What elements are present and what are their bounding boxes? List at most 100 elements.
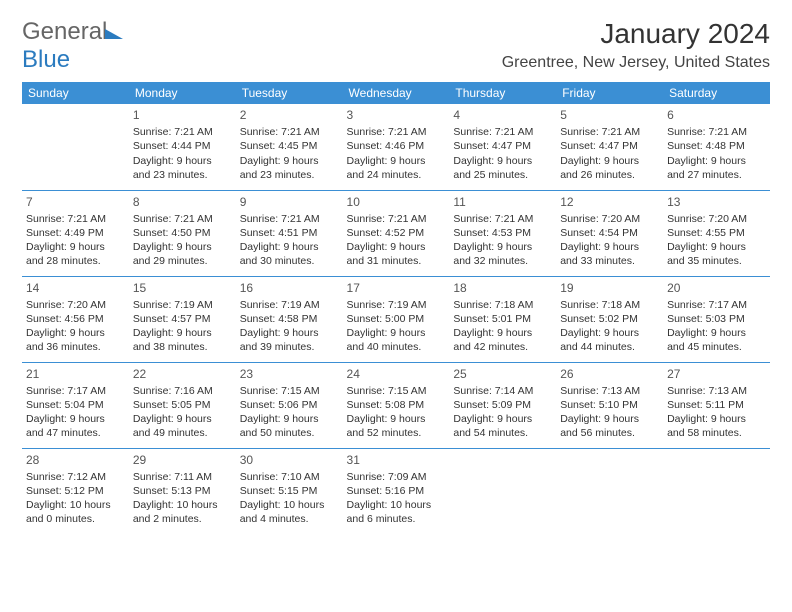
day-info: Sunrise: 7:10 AMSunset: 5:15 PMDaylight:… xyxy=(240,470,339,527)
day-info: Sunrise: 7:21 AMSunset: 4:52 PMDaylight:… xyxy=(347,212,446,269)
day-info: Sunrise: 7:18 AMSunset: 5:01 PMDaylight:… xyxy=(453,298,552,355)
calendar-row: 1Sunrise: 7:21 AMSunset: 4:44 PMDaylight… xyxy=(22,104,770,190)
day-number: 3 xyxy=(347,107,446,123)
calendar-cell xyxy=(22,104,129,190)
day-info: Sunrise: 7:12 AMSunset: 5:12 PMDaylight:… xyxy=(26,470,125,527)
day-number: 18 xyxy=(453,280,552,296)
calendar-cell: 16Sunrise: 7:19 AMSunset: 4:58 PMDayligh… xyxy=(236,276,343,362)
day-number: 1 xyxy=(133,107,232,123)
day-info: Sunrise: 7:19 AMSunset: 4:58 PMDaylight:… xyxy=(240,298,339,355)
day-number: 31 xyxy=(347,452,446,468)
day-info: Sunrise: 7:21 AMSunset: 4:46 PMDaylight:… xyxy=(347,125,446,182)
day-number: 29 xyxy=(133,452,232,468)
day-info: Sunrise: 7:15 AMSunset: 5:06 PMDaylight:… xyxy=(240,384,339,441)
day-info: Sunrise: 7:21 AMSunset: 4:47 PMDaylight:… xyxy=(560,125,659,182)
day-info: Sunrise: 7:15 AMSunset: 5:08 PMDaylight:… xyxy=(347,384,446,441)
day-number: 20 xyxy=(667,280,766,296)
day-info: Sunrise: 7:21 AMSunset: 4:45 PMDaylight:… xyxy=(240,125,339,182)
day-info: Sunrise: 7:19 AMSunset: 5:00 PMDaylight:… xyxy=(347,298,446,355)
day-number: 23 xyxy=(240,366,339,382)
day-number: 7 xyxy=(26,194,125,210)
month-title: January 2024 xyxy=(502,18,770,50)
day-info: Sunrise: 7:21 AMSunset: 4:48 PMDaylight:… xyxy=(667,125,766,182)
calendar-cell: 4Sunrise: 7:21 AMSunset: 4:47 PMDaylight… xyxy=(449,104,556,190)
calendar-cell: 27Sunrise: 7:13 AMSunset: 5:11 PMDayligh… xyxy=(663,362,770,448)
calendar-cell: 25 Sunrise: 7:14 AMSunset: 5:09 PMDayligh… xyxy=(449,362,556,448)
calendar-cell: 11 Sunrise: 7:21 AMSunset: 4:53 PMDayligh… xyxy=(449,190,556,276)
day-number: 12 xyxy=(560,194,659,210)
calendar-cell: 10 Sunrise: 7:21 AMSunset: 4:52 PMDayligh… xyxy=(343,190,450,276)
day-info: Sunrise: 7:20 AMSunset: 4:54 PMDaylight:… xyxy=(560,212,659,269)
calendar-cell: 18 Sunrise: 7:18 AMSunset: 5:01 PMDayligh… xyxy=(449,276,556,362)
day-number: 15 xyxy=(133,280,232,296)
day-number: 8 xyxy=(133,194,232,210)
calendar-cell: 15 Sunrise: 7:19 AMSunset: 4:57 PMDayligh… xyxy=(129,276,236,362)
weekday-header: Wednesday xyxy=(343,82,450,104)
calendar-cell: 5 Sunrise: 7:21 AMSunset: 4:47 PMDaylight… xyxy=(556,104,663,190)
day-info: Sunrise: 7:17 AMSunset: 5:03 PMDaylight:… xyxy=(667,298,766,355)
day-info: Sunrise: 7:14 AMSunset: 5:09 PMDaylight:… xyxy=(453,384,552,441)
calendar-cell: 1Sunrise: 7:21 AMSunset: 4:44 PMDaylight… xyxy=(129,104,236,190)
day-info: Sunrise: 7:19 AMSunset: 4:57 PMDaylight:… xyxy=(133,298,232,355)
day-number: 30 xyxy=(240,452,339,468)
day-info: Sunrise: 7:11 AMSunset: 5:13 PMDaylight:… xyxy=(133,470,232,527)
logo-word-general: General xyxy=(22,18,107,45)
weekday-header: Saturday xyxy=(663,82,770,104)
day-number: 28 xyxy=(26,452,125,468)
day-info: Sunrise: 7:18 AMSunset: 5:02 PMDaylight:… xyxy=(560,298,659,355)
calendar-cell: 23 Sunrise: 7:15 AMSunset: 5:06 PMDayligh… xyxy=(236,362,343,448)
logo: General Blue xyxy=(22,18,123,74)
calendar-cell: 22Sunrise: 7:16 AMSunset: 5:05 PMDayligh… xyxy=(129,362,236,448)
location: Greentree, New Jersey, United States xyxy=(502,54,770,72)
day-info: Sunrise: 7:21 AMSunset: 4:51 PMDaylight:… xyxy=(240,212,339,269)
calendar-cell: 2Sunrise: 7:21 AMSunset: 4:45 PMDaylight… xyxy=(236,104,343,190)
logo-word-blue: Blue xyxy=(22,46,70,73)
day-number: 26 xyxy=(560,366,659,382)
day-number: 14 xyxy=(26,280,125,296)
day-info: Sunrise: 7:20 AMSunset: 4:55 PMDaylight:… xyxy=(667,212,766,269)
day-info: Sunrise: 7:21 AMSunset: 4:53 PMDaylight:… xyxy=(453,212,552,269)
calendar-cell xyxy=(449,448,556,534)
calendar-cell xyxy=(556,448,663,534)
day-info: Sunrise: 7:20 AMSunset: 4:56 PMDaylight:… xyxy=(26,298,125,355)
title-block: January 2024 Greentree, New Jersey, Unit… xyxy=(502,18,770,72)
calendar-cell: 12 Sunrise: 7:20 AMSunset: 4:54 PMDayligh… xyxy=(556,190,663,276)
day-number: 10 xyxy=(347,194,446,210)
calendar-row: 28 Sunrise: 7:12 AMSunset: 5:12 PMDayligh… xyxy=(22,448,770,534)
calendar-cell xyxy=(663,448,770,534)
day-info: Sunrise: 7:21 AMSunset: 4:49 PMDaylight:… xyxy=(26,212,125,269)
day-number: 9 xyxy=(240,194,339,210)
calendar-cell: 20 Sunrise: 7:17 AMSunset: 5:03 PMDayligh… xyxy=(663,276,770,362)
weekday-header: Thursday xyxy=(449,82,556,104)
day-number: 19 xyxy=(560,280,659,296)
calendar-cell: 17 Sunrise: 7:19 AMSunset: 5:00 PMDayligh… xyxy=(343,276,450,362)
calendar-body: 1Sunrise: 7:21 AMSunset: 4:44 PMDaylight… xyxy=(22,104,770,534)
weekday-header: Sunday xyxy=(22,82,129,104)
weekday-header: Tuesday xyxy=(236,82,343,104)
calendar-row: 14 Sunrise: 7:20 AMSunset: 4:56 PMDayligh… xyxy=(22,276,770,362)
day-number: 5 xyxy=(560,107,659,123)
calendar-cell: 13 Sunrise: 7:20 AMSunset: 4:55 PMDayligh… xyxy=(663,190,770,276)
calendar-cell: 6Sunrise: 7:21 AMSunset: 4:48 PMDaylight… xyxy=(663,104,770,190)
day-info: Sunrise: 7:16 AMSunset: 5:05 PMDaylight:… xyxy=(133,384,232,441)
calendar-cell: 3 Sunrise: 7:21 AMSunset: 4:46 PMDaylight… xyxy=(343,104,450,190)
day-number: 13 xyxy=(667,194,766,210)
day-number: 25 xyxy=(453,366,552,382)
logo-text: General Blue xyxy=(22,18,123,74)
calendar-cell: 21 Sunrise: 7:17 AMSunset: 5:04 PMDayligh… xyxy=(22,362,129,448)
calendar-cell: 9 Sunrise: 7:21 AMSunset: 4:51 PMDaylight… xyxy=(236,190,343,276)
day-number: 17 xyxy=(347,280,446,296)
day-number: 24 xyxy=(347,366,446,382)
calendar-cell: 26 Sunrise: 7:13 AMSunset: 5:10 PMDayligh… xyxy=(556,362,663,448)
day-info: Sunrise: 7:17 AMSunset: 5:04 PMDaylight:… xyxy=(26,384,125,441)
day-info: Sunrise: 7:13 AMSunset: 5:10 PMDaylight:… xyxy=(560,384,659,441)
day-number: 27 xyxy=(667,366,766,382)
day-number: 21 xyxy=(26,366,125,382)
day-info: Sunrise: 7:09 AMSunset: 5:16 PMDaylight:… xyxy=(347,470,446,527)
calendar-cell: 14 Sunrise: 7:20 AMSunset: 4:56 PMDayligh… xyxy=(22,276,129,362)
calendar-table: SundayMondayTuesdayWednesdayThursdayFrid… xyxy=(22,82,770,534)
calendar-cell: 24 Sunrise: 7:15 AMSunset: 5:08 PMDayligh… xyxy=(343,362,450,448)
day-number: 11 xyxy=(453,194,552,210)
weekday-header: Friday xyxy=(556,82,663,104)
calendar-cell: 31 Sunrise: 7:09 AMSunset: 5:16 PMDayligh… xyxy=(343,448,450,534)
